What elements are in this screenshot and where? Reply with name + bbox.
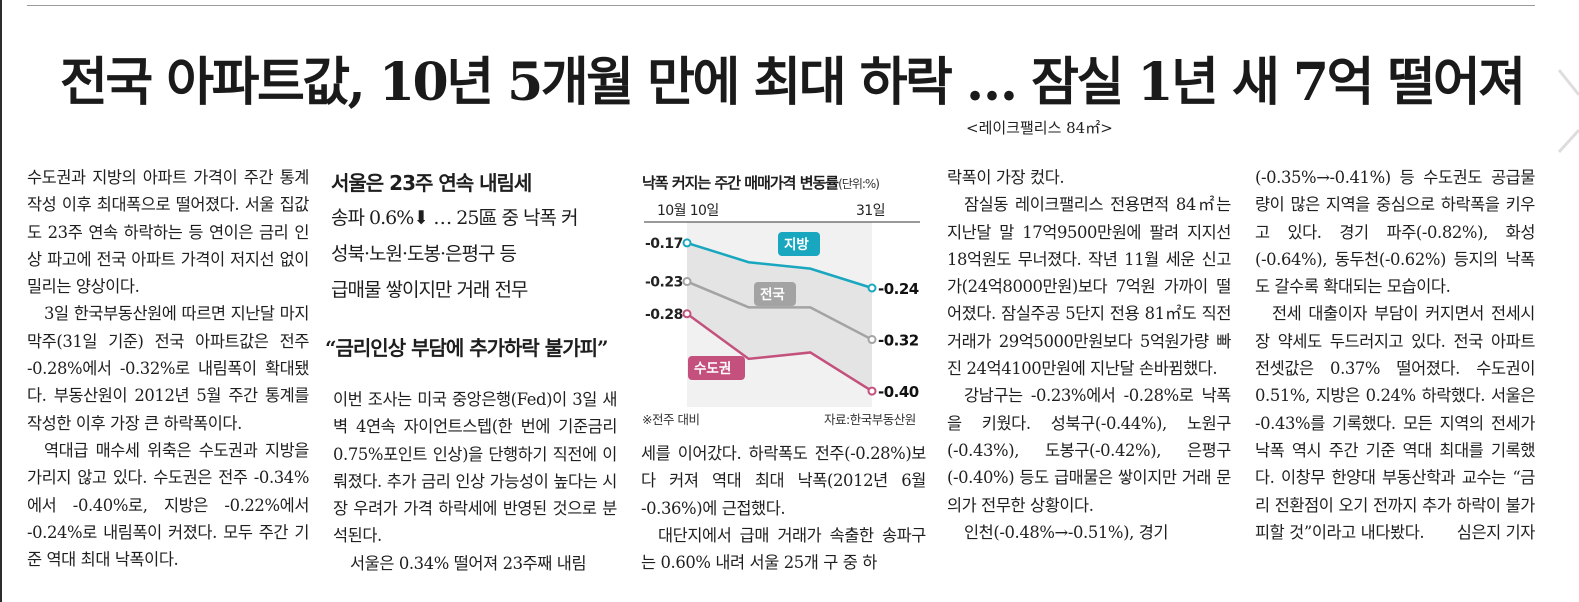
paragraph: 인천(-0.48%→-0.51%), 경기 xyxy=(964,522,1169,542)
chart-source: 자료:한국부동산원 xyxy=(824,412,916,427)
end-value-label: -0.24 xyxy=(878,280,919,298)
subhead-line: 송파 0.6%⬇ … 25區 중 낙폭 커 xyxy=(331,207,579,229)
paragraph: 잠실동 레이크팰리스 전용면적 84㎡는 지난달 말 17억9500만원에 팔려… xyxy=(947,195,1231,379)
top-rule xyxy=(27,5,1535,6)
subhead-line: 성북·노원·도봉·은평구 등 xyxy=(331,243,517,265)
data-point xyxy=(682,309,692,319)
data-point xyxy=(682,238,692,248)
subheads: 서울은 23주 연속 내림세 송파 0.6%⬇ … 25區 중 낙폭 커 성북·… xyxy=(331,166,631,308)
series-tag-box xyxy=(778,232,820,256)
paragraph: (-0.35%→-0.41%) 등 수도권도 공급물량이 많은 지역을 중심으로… xyxy=(1255,168,1535,297)
next-page-arrow-icon[interactable] xyxy=(1549,40,1579,180)
paragraph: 락폭이 가장 컸다. xyxy=(947,168,1065,187)
chart-shaded-region xyxy=(687,242,872,392)
paragraph: 세를 이어갔다. 하락폭도 전주(-0.28%)보다 커져 역대 최대 낙폭(2… xyxy=(641,444,926,518)
byline: 심은지 기자 xyxy=(1456,523,1536,543)
series-line xyxy=(686,312,873,393)
paragraph: 전세 대출이자 부담이 커지면서 전세시장 약세도 두드러지고 있다. 전국 아… xyxy=(1255,304,1535,542)
paragraph: 3일 한국부동산원에 따르면 지난달 마지막주(31일 기준) 전국 아파트값은… xyxy=(27,304,309,433)
end-value-label: -0.32 xyxy=(878,332,919,350)
photo-caption: <레이크팰리스 84㎡> xyxy=(966,119,1113,137)
end-value-label: -0.40 xyxy=(878,383,919,401)
series-tag-box xyxy=(688,356,745,380)
paragraph: 대단지에서 급매 거래가 속출한 송파구는 0.60% 내려 서울 25개 구 … xyxy=(641,525,926,573)
start-value-label: -0.17 xyxy=(645,236,683,252)
series-line xyxy=(686,280,873,341)
data-point xyxy=(867,283,877,293)
data-point xyxy=(682,277,692,287)
chart-title-text: 낙폭 커지는 주간 매매가격 변동률 xyxy=(642,174,839,192)
series-tag-jeonguk: 전국 xyxy=(760,286,785,303)
article-column-5: (-0.35%→-0.41%) 등 수도권도 공급물량이 많은 지역을 중심으로… xyxy=(1255,164,1535,546)
paragraph: 강남구는 -0.23%에서 -0.28%로 낙폭을 키웠다. 성북구(-0.44… xyxy=(947,386,1231,515)
data-point xyxy=(867,335,877,345)
paragraph: 역대급 매수세 위축은 수도권과 지방을 가리지 않고 있다. 수도권은 전주 … xyxy=(27,440,309,570)
series-line xyxy=(686,241,873,290)
chart-unit: (단위:%) xyxy=(838,177,880,191)
x-tick-label: 10월 10일 xyxy=(657,203,719,219)
article-column-1: 수도권과 지방의 아파트 가격이 주간 통계 작성 이후 최대폭으로 떨어졌다.… xyxy=(27,164,309,573)
article-column-3: 세를 이어갔다. 하락폭도 전주(-0.28%)보다 커져 역대 최대 낙폭(2… xyxy=(641,440,926,576)
chart-title: 낙폭 커지는 주간 매매가격 변동률(단위:%) xyxy=(642,172,880,193)
article-column-2: 이번 조사는 미국 중앙은행(Fed)이 3일 새벽 4연속 자이언트스텝(한 … xyxy=(333,386,617,577)
line-chart: 10월 10일 31일 -0.17 -0.24 지방 -0.23 -0.32 전국 -0.28 -… xyxy=(644,203,920,407)
paragraph: 수도권과 지방의 아파트 가격이 주간 통계 작성 이후 최대폭으로 떨어졌다.… xyxy=(27,168,309,297)
subhead-main: 서울은 23주 연속 내림세 xyxy=(331,171,532,195)
series-tag-sudogwon: 수도권 xyxy=(694,361,731,377)
series-tag-jibang: 지방 xyxy=(784,236,809,253)
headline: 전국 아파트값, 10년 5개월 만에 최대 하락 … 잠실 1년 새 7억 떨… xyxy=(60,52,1526,113)
chart-note: ※전주 대비 xyxy=(642,412,700,427)
start-value-label: -0.28 xyxy=(645,307,683,323)
subhead-line: 급매물 쌓이지만 거래 전무 xyxy=(331,279,528,301)
series-tag-box xyxy=(754,282,796,306)
start-value-label: -0.23 xyxy=(645,275,683,291)
paragraph: 서울은 0.34% 떨어져 23주째 내림 xyxy=(350,553,587,573)
article-column-4: 락폭이 가장 컸다. 잠실동 레이크팰리스 전용면적 84㎡는 지난달 말 17… xyxy=(947,164,1231,546)
data-point xyxy=(867,386,877,396)
page-edge-bar xyxy=(0,0,2,602)
paragraph: 이번 조사는 미국 중앙은행(Fed)이 3일 새벽 4연속 자이언트스텝(한 … xyxy=(333,390,617,546)
x-tick-label: 31일 xyxy=(856,203,885,219)
subhead-quote: “금리인상 부담에 추가하락 불가피” xyxy=(325,336,608,360)
